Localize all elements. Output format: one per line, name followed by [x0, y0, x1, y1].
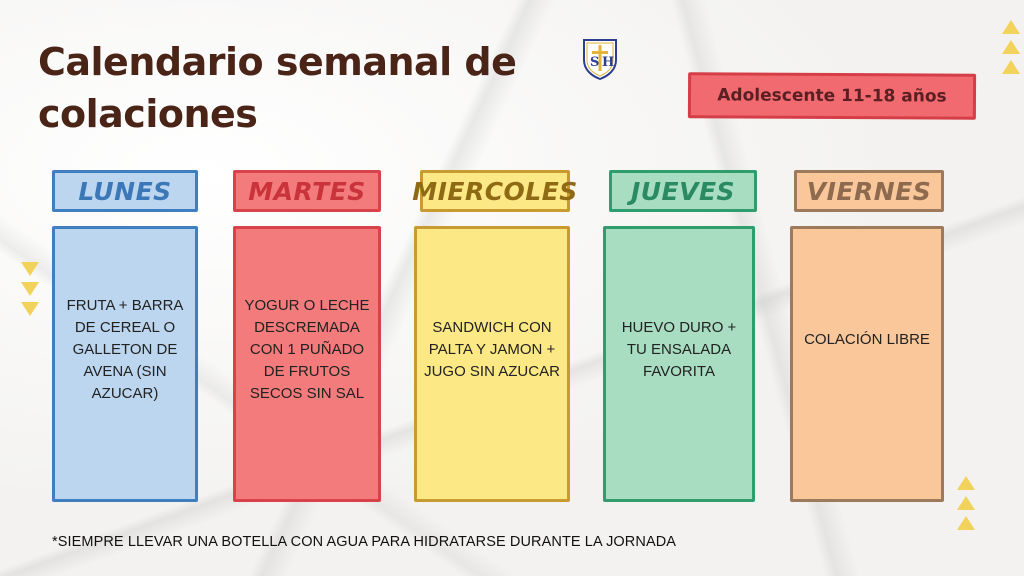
day-header-martes: MARTES: [233, 170, 381, 212]
footnote: *SIEMPRE LLEVAR UNA BOTELLA CON AGUA PAR…: [52, 534, 677, 550]
day-header-lunes: LUNES: [52, 170, 198, 212]
svg-text:H: H: [602, 55, 614, 70]
day-card-martes: YOGUR O LECHE DESCREMADA CON 1 PUÑADO DE…: [233, 226, 381, 502]
day-card-text: HUEVO DURO + TU ENSALADA FAVORITA: [621, 319, 737, 380]
triangle-up-icon: [1002, 40, 1020, 54]
triangle-up-icon: [1002, 20, 1020, 34]
triangle-down-icon: [21, 282, 39, 296]
day-card-text: FRUTA + BARRA DE CEREAL O GALLETON DE AV…: [66, 297, 184, 402]
day-card-lunes: FRUTA + BARRA DE CEREAL O GALLETON DE AV…: [52, 226, 198, 502]
day-header-jueves: JUEVES: [609, 170, 757, 212]
day-header-miercoles: MIERCOLES: [412, 170, 577, 212]
school-crest-icon: S H: [582, 38, 618, 81]
triangle-up-icon: [957, 516, 975, 530]
day-header-viernes: VIERNES: [794, 170, 944, 212]
age-group-badge: Adolescente 11-18 años: [687, 72, 977, 120]
day-card-text: SANDWICH CON PALTA Y JAMON + JUGO SIN AZ…: [424, 319, 560, 380]
triangle-up-icon: [957, 496, 975, 510]
triangle-down-icon: [21, 302, 39, 316]
day-card-viernes: COLACIÓN LIBRE: [790, 226, 944, 502]
page-title: Calendario semanal de colaciones: [38, 40, 517, 136]
triangle-up-icon: [1002, 60, 1020, 74]
day-card-miercoles: SANDWICH CON PALTA Y JAMON + JUGO SIN AZ…: [414, 226, 570, 502]
triangle-down-icon: [21, 262, 39, 276]
svg-text:S: S: [590, 55, 599, 70]
day-card-text: COLACIÓN LIBRE: [804, 331, 930, 348]
triangle-up-icon: [957, 476, 975, 490]
day-card-jueves: HUEVO DURO + TU ENSALADA FAVORITA: [603, 226, 755, 502]
day-card-text: YOGUR O LECHE DESCREMADA CON 1 PUÑADO DE…: [244, 297, 370, 402]
